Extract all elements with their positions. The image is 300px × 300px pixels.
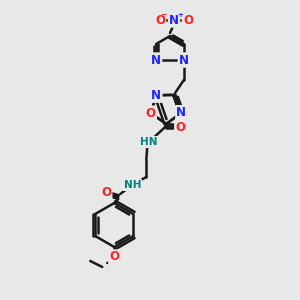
- Text: O: O: [175, 122, 185, 134]
- Text: +: +: [177, 12, 183, 18]
- Text: O: O: [183, 14, 193, 26]
- Text: O: O: [101, 187, 111, 200]
- Text: O: O: [109, 250, 119, 263]
- Text: −: −: [160, 11, 166, 20]
- Text: N: N: [151, 53, 161, 67]
- Text: N: N: [179, 53, 189, 67]
- Text: N: N: [152, 89, 161, 102]
- Text: O: O: [155, 14, 165, 26]
- Text: O: O: [146, 107, 156, 120]
- Text: N: N: [176, 106, 186, 119]
- Text: N: N: [169, 14, 179, 26]
- Text: HN: HN: [140, 137, 157, 147]
- Text: NH: NH: [124, 180, 141, 190]
